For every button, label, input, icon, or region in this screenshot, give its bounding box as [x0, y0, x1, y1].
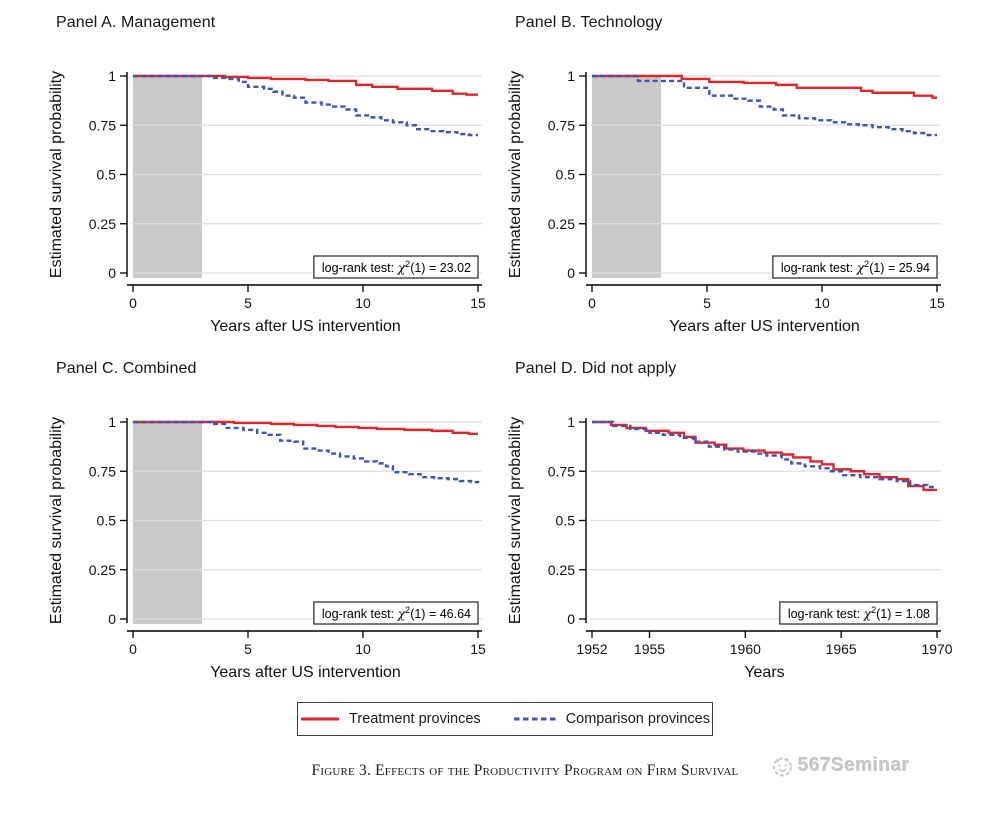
- panel-a-title: Panel A. Management: [56, 14, 216, 31]
- shaded-intervention-region: [592, 76, 661, 278]
- treatment-curve: [133, 74, 478, 96]
- x-tick-label: 1952: [576, 641, 607, 657]
- y-tick-label: 0.5: [97, 513, 117, 529]
- y-axis-label: Estimated survival probability: [48, 417, 65, 624]
- y-tick-label: 0.5: [556, 513, 576, 529]
- y-axis-label: Estimated survival probability: [507, 71, 524, 278]
- logrank-box: [313, 601, 479, 625]
- x-tick-label: 1955: [634, 641, 665, 657]
- x-tick-label: 0: [129, 641, 137, 657]
- y-tick-label: 0.25: [548, 216, 575, 232]
- x-tick-label: 1970: [921, 641, 952, 657]
- panel-c-title: Panel C. Combined: [56, 360, 197, 377]
- panel-c: Panel C. Combined 0 0.25 0.5 0.75 1 0 5 10 15 Yea…: [45, 356, 505, 700]
- panel-a: Panel A. Management 0 0.25 0.5 0.75 1 0 5 10 15 Y…: [45, 10, 505, 354]
- x-tick-label: 10: [355, 641, 371, 657]
- x-tick-label: 0: [129, 295, 137, 311]
- x-tick-label: 5: [244, 295, 252, 311]
- watermark: 567Seminar: [770, 753, 910, 779]
- treatment-curve: [133, 420, 478, 436]
- y-tick-label: 0.5: [556, 167, 576, 183]
- watermark-logo-icon: [773, 757, 792, 777]
- comparison-line-sample-icon: [513, 717, 556, 721]
- comparison-curve: [133, 74, 478, 137]
- comparison-curve: [592, 74, 937, 137]
- y-tick-label: 0.25: [89, 562, 116, 578]
- y-axis-label: Estimated survival probability: [48, 71, 65, 278]
- panel-d-title: Panel D. Did not apply: [515, 360, 677, 377]
- x-tick-label: 10: [814, 295, 830, 311]
- watermark-text: 567Seminar: [798, 755, 910, 776]
- y-tick-label: 0.75: [548, 117, 575, 133]
- legend-label-comparison: Comparison provinces: [565, 711, 710, 727]
- y-tick-label: 0.5: [97, 167, 117, 183]
- x-tick-label: 15: [470, 641, 486, 657]
- y-tick-label: 0: [108, 265, 116, 281]
- y-tick-label: 0.25: [89, 216, 116, 232]
- y-tick-label: 0: [108, 611, 116, 627]
- x-tick-label: 15: [470, 295, 486, 311]
- panel-d-plot: 0 0.25 0.5 0.75 1 1952 1955 1960 1965 1970 Years Es…: [507, 414, 953, 681]
- figure-caption: Figure 3. Effects of the Productivity Pr…: [311, 762, 739, 779]
- x-axis-label: Years after US intervention: [210, 664, 401, 681]
- panel-b: Panel B. Technology 0 0.25 0.5 0.75 1 0 5 10 15 Y…: [504, 10, 964, 354]
- y-axis-label: Estimated survival probability: [507, 417, 524, 624]
- x-tick-label: 1965: [826, 641, 857, 657]
- treatment-curve: [592, 420, 937, 492]
- y-tick-label: 0.75: [548, 463, 575, 479]
- treatment-curve: [592, 74, 937, 99]
- x-tick-label: 5: [703, 295, 711, 311]
- treatment-line-sample-icon: [301, 717, 340, 721]
- logrank-box: [313, 255, 479, 279]
- logrank-annotation: log-rank test: χ2(1) = 1.08: [788, 605, 930, 621]
- legend-label-treatment: Treatment provinces: [349, 711, 481, 727]
- y-tick-label: 1: [567, 414, 575, 430]
- x-tick-label: 0: [588, 295, 596, 311]
- x-axis-label: Years: [744, 664, 784, 681]
- x-tick-label: 5: [244, 641, 252, 657]
- x-axis-label: Years after US intervention: [210, 318, 401, 335]
- y-tick-label: 0: [567, 265, 575, 281]
- logrank-annotation: log-rank test: χ2(1) = 25.94: [781, 259, 930, 275]
- shaded-intervention-region: [133, 76, 202, 278]
- x-tick-label: 10: [355, 295, 371, 311]
- y-tick-label: 1: [108, 414, 116, 430]
- y-tick-label: 1: [567, 68, 575, 84]
- legend-item-treatment: Treatment provinces: [300, 711, 481, 727]
- y-tick-label: 0.75: [89, 117, 116, 133]
- y-tick-label: 1: [108, 68, 116, 84]
- legend-item-comparison: Comparison provinces: [513, 711, 710, 727]
- x-tick-label: 15: [929, 295, 945, 311]
- x-tick-label: 1960: [730, 641, 761, 657]
- panel-d: Panel D. Did not apply 0 0.25 0.5 0.75 1 1952…: [504, 356, 964, 700]
- comparison-curve: [592, 420, 937, 489]
- logrank-box: [779, 601, 938, 625]
- x-axis-label: Years after US intervention: [669, 318, 860, 335]
- logrank-annotation: log-rank test: χ2(1) = 46.64: [322, 605, 471, 621]
- panel-b-title: Panel B. Technology: [515, 14, 663, 31]
- shaded-intervention-region: [133, 422, 202, 624]
- y-tick-label: 0.75: [89, 463, 116, 479]
- comparison-curve: [133, 420, 480, 484]
- y-tick-label: 0: [567, 611, 575, 627]
- y-tick-label: 0.25: [548, 562, 575, 578]
- logrank-annotation: log-rank test: χ2(1) = 23.02: [322, 259, 471, 275]
- logrank-box: [772, 255, 938, 279]
- legend: Treatment provinces Comparison provinces: [297, 702, 713, 736]
